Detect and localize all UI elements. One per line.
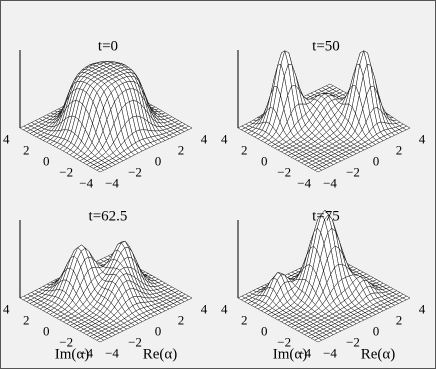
- re-tick-label: 0: [155, 154, 162, 169]
- re-tick-label: −2: [346, 335, 360, 350]
- surface-cell: [314, 168, 323, 173]
- im-tick-label: 4: [3, 132, 10, 147]
- im-tick-label: −2: [59, 165, 73, 180]
- re-tick-label: 4: [419, 132, 426, 147]
- panel-title: t=50: [312, 38, 340, 54]
- im-tick-label: 4: [221, 302, 228, 317]
- re-tick-label: −2: [128, 335, 142, 350]
- im-tick-label: −4: [79, 176, 93, 191]
- im-tick-label: 4: [221, 132, 228, 147]
- re-tick-label: 0: [155, 324, 162, 339]
- im-tick-label: 0: [43, 324, 50, 339]
- im-tick-label: −4: [297, 346, 311, 361]
- re-tick-label: 2: [396, 313, 403, 328]
- re-tick-label: 4: [201, 302, 208, 317]
- im-tick-label: −2: [59, 335, 73, 350]
- panel-title: t=75: [312, 208, 340, 224]
- im-axis-label: Im(α): [55, 346, 90, 362]
- re-tick-label: −4: [323, 176, 337, 191]
- panel-title: t=0: [98, 38, 118, 54]
- re-axis-label: Re(α): [143, 346, 178, 362]
- re-tick-label: 4: [201, 132, 208, 147]
- im-tick-label: −4: [297, 176, 311, 191]
- surface-cell: [96, 168, 105, 173]
- re-tick-label: 2: [178, 143, 185, 158]
- re-tick-label: 4: [419, 302, 426, 317]
- re-tick-label: 0: [373, 154, 380, 169]
- im-tick-label: −2: [277, 335, 291, 350]
- im-tick-label: 2: [23, 313, 30, 328]
- re-tick-label: −2: [128, 165, 142, 180]
- re-tick-label: −4: [323, 346, 337, 361]
- re-tick-label: −4: [105, 176, 119, 191]
- re-tick-label: −2: [346, 165, 360, 180]
- im-tick-label: 2: [241, 143, 248, 158]
- re-tick-label: 2: [178, 313, 185, 328]
- surface-cell: [314, 338, 323, 343]
- panel-title: t=62.5: [89, 208, 128, 224]
- re-tick-label: −4: [105, 346, 119, 361]
- surface-cell: [96, 338, 105, 343]
- im-tick-label: 2: [241, 313, 248, 328]
- re-axis-label: Re(α): [361, 346, 396, 362]
- im-tick-label: 0: [261, 324, 268, 339]
- im-tick-label: 0: [261, 154, 268, 169]
- im-axis-label: Im(α): [273, 346, 308, 362]
- im-tick-label: −2: [277, 165, 291, 180]
- im-tick-label: −4: [79, 346, 93, 361]
- im-tick-label: 4: [3, 302, 10, 317]
- im-tick-label: 0: [43, 154, 50, 169]
- im-tick-label: 2: [23, 143, 30, 158]
- re-tick-label: 0: [373, 324, 380, 339]
- re-tick-label: 2: [396, 143, 403, 158]
